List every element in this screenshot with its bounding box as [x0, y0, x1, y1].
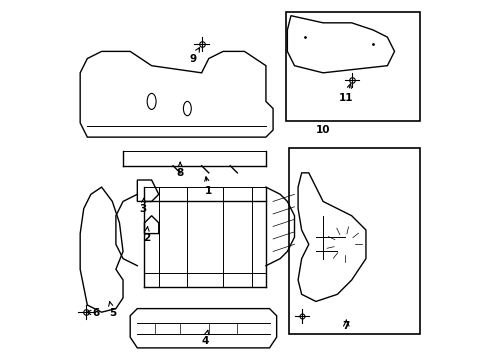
Text: 11: 11 [338, 84, 353, 103]
Text: 9: 9 [189, 48, 199, 64]
Bar [285, 12, 419, 121]
Text: 4: 4 [201, 330, 208, 346]
Text: 10: 10 [315, 125, 330, 135]
Text: 8: 8 [176, 162, 183, 179]
Text: 3: 3 [139, 198, 146, 214]
Text: 7: 7 [342, 321, 349, 332]
Text: 5: 5 [108, 302, 116, 318]
Text: 6: 6 [86, 308, 100, 318]
Text: 1: 1 [204, 177, 212, 196]
Bar [288, 148, 419, 334]
Text: 2: 2 [142, 227, 150, 243]
